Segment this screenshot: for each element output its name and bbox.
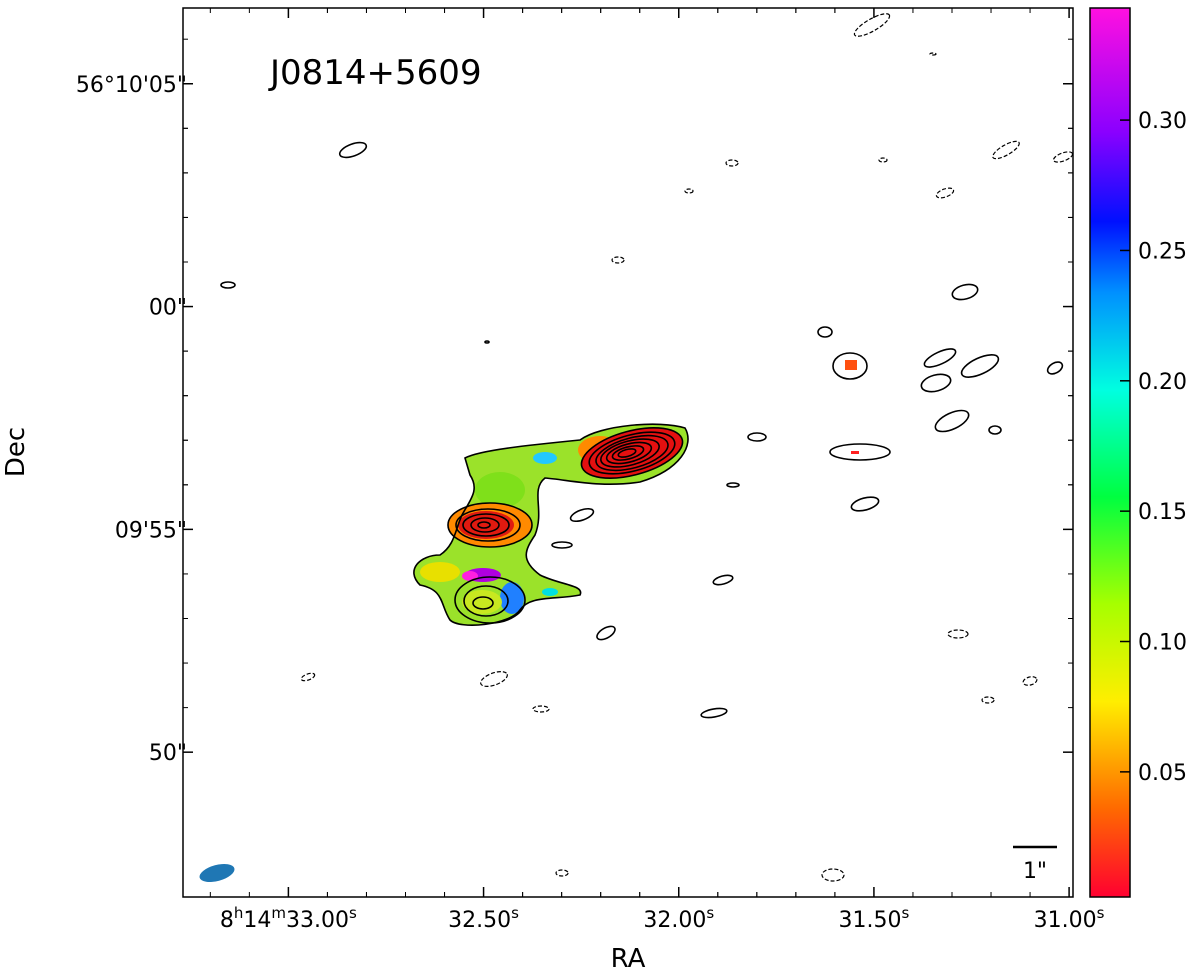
colorbar-tick-label: 0.15 <box>1138 500 1187 525</box>
colorbar-tick-label: 0.05 <box>1138 761 1187 786</box>
emission <box>475 472 525 508</box>
plot-frame <box>182 7 1074 898</box>
chart-title: J0814+5609 <box>268 53 482 93</box>
emission <box>542 588 558 596</box>
emission <box>420 562 460 582</box>
colorbar-tick-label: 0.10 <box>1138 631 1187 656</box>
x-tick-label: 32.00s <box>643 904 714 933</box>
y-tick-label: 56°10'05" <box>76 73 187 98</box>
colorbar-tick-label: 0.20 <box>1138 370 1187 395</box>
emission <box>533 452 557 464</box>
colorbar-tick-label: 0.25 <box>1138 239 1187 264</box>
y-tick-label: 50" <box>149 741 187 766</box>
y-tick-label: 00" <box>149 296 187 321</box>
beam <box>199 863 235 883</box>
colorbar <box>1089 7 1131 898</box>
y-tick-label: 09'55" <box>115 518 187 543</box>
x-axis-label: RA <box>611 944 646 974</box>
emission <box>462 571 478 581</box>
scale-bar-label: 1" <box>1023 859 1047 884</box>
colorbar-tick-label: 0.30 <box>1138 109 1187 134</box>
emission <box>462 590 502 614</box>
emission <box>458 511 514 539</box>
x-tick-label: 31.50s <box>839 904 910 933</box>
image <box>199 13 1073 883</box>
x-tick-label: 8h14m33.00s <box>220 904 357 933</box>
emission <box>845 360 857 370</box>
emission <box>851 451 859 454</box>
x-tick-label: 31.00s <box>1034 904 1105 933</box>
y-axis-label: Dec <box>1 427 31 477</box>
x-tick-label: 32.50s <box>448 904 519 933</box>
contours <box>220 13 1073 882</box>
